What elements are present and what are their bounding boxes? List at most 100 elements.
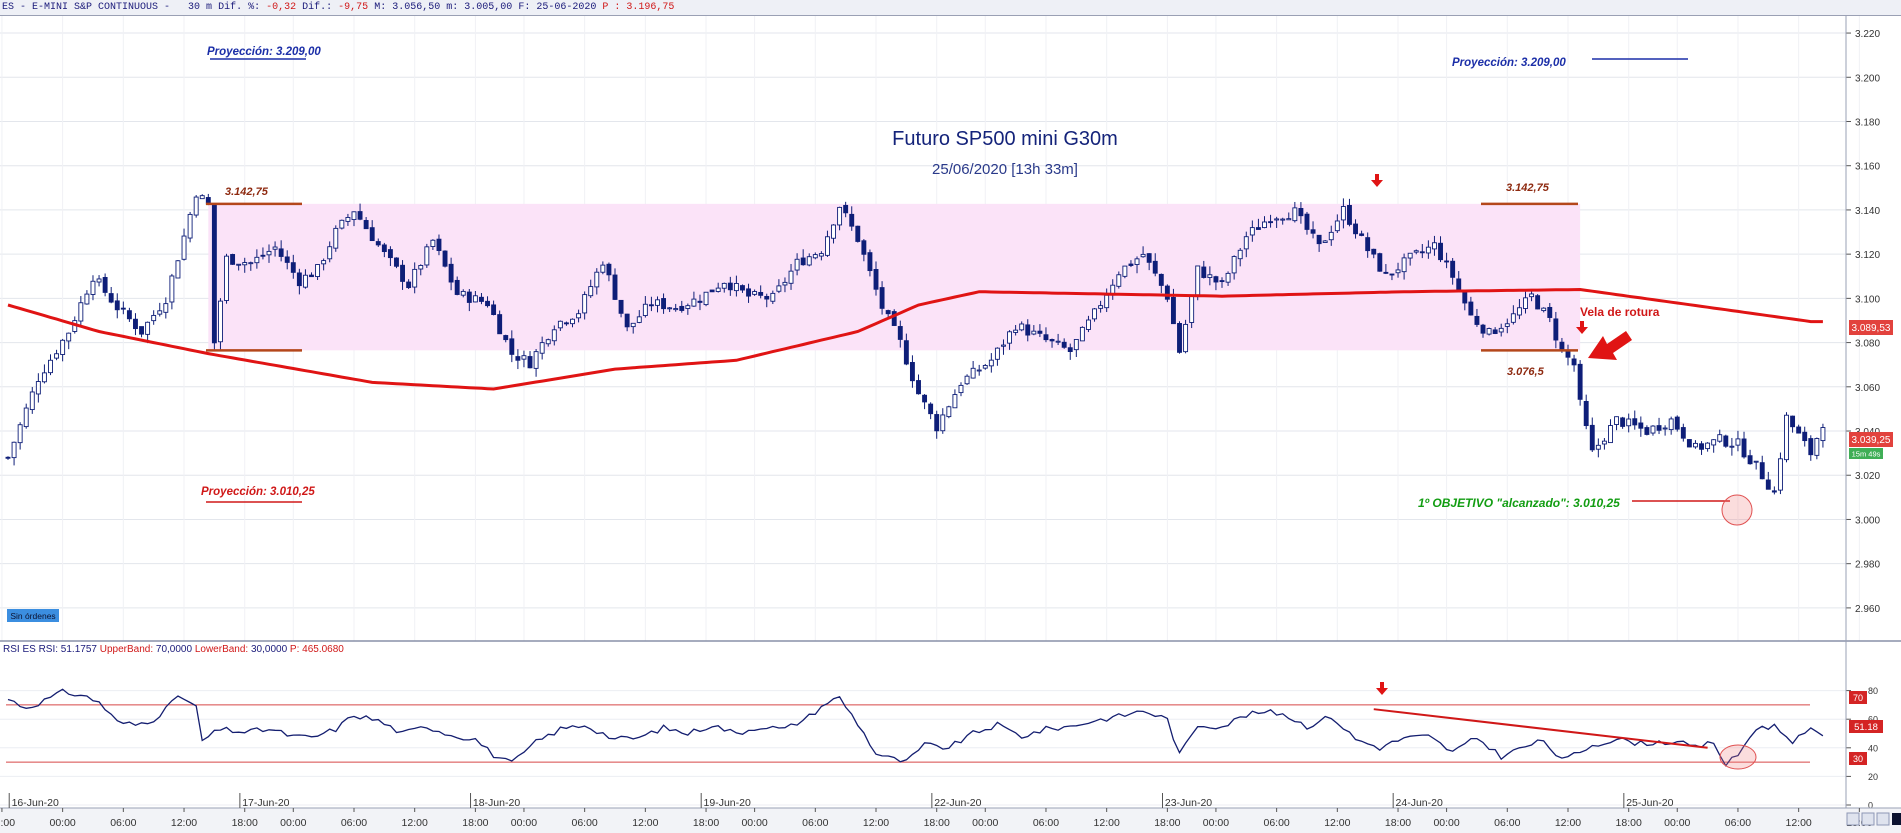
candle-body <box>576 313 582 319</box>
candle-body <box>96 278 102 283</box>
candle-body <box>885 310 891 315</box>
candle-body <box>187 213 193 239</box>
candle-body <box>84 293 90 305</box>
rsi-tick-label: 40 <box>1868 743 1878 753</box>
header-timeframe: 30 m <box>188 2 213 13</box>
candle-body <box>1450 260 1456 278</box>
candle-body <box>102 277 108 293</box>
candle-body <box>1438 242 1443 261</box>
candle-body <box>78 302 84 322</box>
candle-body <box>217 300 223 343</box>
time-axis[interactable]: 16-Jun-20 17-Jun-20 18-Jun-20 19-Jun-20 22-J… <box>0 793 1873 829</box>
time-label: 18:00 <box>462 817 488 829</box>
candle-body <box>940 414 946 432</box>
candle-body <box>1249 227 1255 236</box>
candle-body <box>1274 218 1280 221</box>
candle-body <box>1292 207 1298 222</box>
candle-body <box>1031 330 1037 335</box>
candle-body <box>1693 442 1698 448</box>
candle-body <box>1717 434 1723 442</box>
rsi-header-value: 51.1757 <box>61 644 98 655</box>
rsi-header: RSI ES RSI: 51.1757 UpperBand: 70,0000 L… <box>3 644 344 655</box>
candle-body <box>381 244 387 253</box>
candle-body <box>1189 294 1195 323</box>
candle-body <box>412 268 418 288</box>
candle-body <box>230 254 236 265</box>
candle-body <box>679 305 685 311</box>
panel-button[interactable] <box>1892 813 1901 825</box>
candle-body <box>1674 416 1680 430</box>
orders-badge[interactable] <box>7 609 59 622</box>
candle-body <box>1608 425 1613 444</box>
candle-body <box>211 204 217 344</box>
candle-body <box>642 303 648 316</box>
candle-body <box>1680 427 1686 439</box>
candle-body <box>1571 358 1577 366</box>
candle-body <box>1195 265 1201 296</box>
candle-body <box>1316 234 1322 245</box>
candle-body <box>1231 256 1237 274</box>
price-tick-label: 3.060 <box>1855 383 1880 394</box>
price-axis[interactable]: 2.9602.9803.0003.0203.0403.0603.0803.100… <box>1846 29 1880 615</box>
candle-body <box>1183 323 1189 353</box>
candle-body <box>460 290 466 296</box>
candle-body <box>758 291 764 296</box>
candle-body <box>685 305 691 309</box>
price-tick-label: 3.100 <box>1855 294 1880 305</box>
candle-body <box>1577 363 1583 400</box>
candle-body <box>1456 278 1462 290</box>
candle-body <box>11 441 17 459</box>
candle-body <box>1225 272 1231 283</box>
candle-body <box>746 288 751 297</box>
candle-body <box>1401 257 1407 273</box>
candle-body <box>1055 340 1061 343</box>
candle-body <box>1334 220 1340 232</box>
candle-body <box>1395 269 1401 274</box>
candle-body <box>1784 414 1789 461</box>
candle-body <box>1013 329 1019 333</box>
candle-body <box>1735 438 1741 446</box>
candle-body <box>1164 285 1170 300</box>
candle-body <box>1413 250 1419 253</box>
objective-reached-label: 1º OBJETIVO "alcanzado": 3.010,25 <box>1418 496 1620 510</box>
candle-body <box>327 246 333 260</box>
candle-body <box>976 369 982 372</box>
zoom-button[interactable] <box>1846 812 1860 826</box>
candle-body <box>1796 426 1802 434</box>
candle-body <box>278 248 284 257</box>
scroll-button[interactable] <box>1861 812 1875 826</box>
candle-body <box>867 252 873 272</box>
rsi-tick-label: 0 <box>1868 801 1873 811</box>
candle-body <box>448 263 454 283</box>
candle-body <box>879 287 885 309</box>
candle-body <box>302 274 308 288</box>
candle-body <box>964 375 970 385</box>
rsi-upper-badge-label: 70 <box>1853 693 1863 703</box>
candle-body <box>1656 425 1662 431</box>
candle-body <box>1547 306 1553 318</box>
header-date-label: F: <box>518 2 531 13</box>
candle-body <box>1492 329 1498 334</box>
candle-body <box>296 272 302 287</box>
time-label: 12:00 <box>402 817 428 829</box>
candle-body <box>1262 221 1267 229</box>
objective-circle <box>1721 494 1753 526</box>
candle-body <box>351 211 357 221</box>
rsi-header-upper-label: UpperBand: <box>100 644 153 655</box>
candle-body <box>309 274 314 278</box>
time-label: 18:00 <box>693 817 719 829</box>
candle-body <box>776 285 782 292</box>
candle-body <box>1814 438 1820 456</box>
candle-body <box>958 384 964 394</box>
candle-body <box>1662 427 1668 430</box>
candles-layer <box>5 193 1826 495</box>
candle-body <box>363 220 369 230</box>
candle-body <box>661 298 667 310</box>
day-label: 16-Jun-20 <box>12 797 59 809</box>
candle-body <box>321 260 327 265</box>
header-dif-label: Dif.: <box>302 2 333 13</box>
candle-body <box>1523 297 1528 309</box>
candle-body <box>108 293 114 303</box>
layout-button[interactable] <box>1876 812 1890 826</box>
